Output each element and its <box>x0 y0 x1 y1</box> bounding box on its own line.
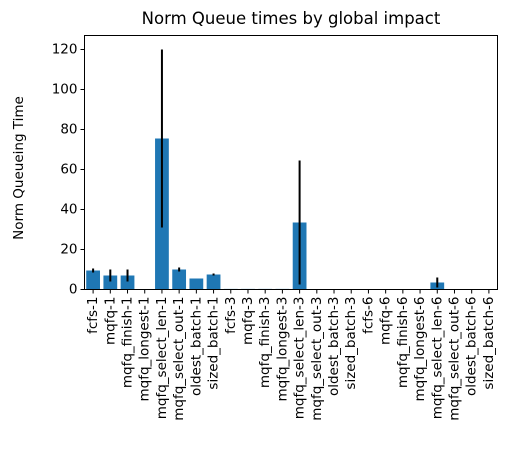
x-tick-label-mqfq_finish-6: mqfq_finish-6 <box>395 297 411 389</box>
x-tick-label-mqfq-6: mqfq-6 <box>378 297 394 346</box>
y-tick-label-80: 80 <box>60 122 77 138</box>
x-tick-label-mqfq_select_out-6: mqfq_select_out-6 <box>446 297 462 421</box>
bar-sized_batch-1 <box>206 274 221 290</box>
y-tick-label-20: 20 <box>60 242 77 258</box>
error-bar-series <box>92 49 439 288</box>
x-axis: fcfs-1 mqfq-1 mqfq_finish-1 mqfq_longest-1 m… <box>85 289 497 421</box>
bar-mqfq-1 <box>103 275 118 290</box>
y-tick-label-100: 100 <box>52 82 78 98</box>
y-axis: 0 20 40 60 80 100 120 <box>52 42 85 298</box>
x-tick-label-mqfq_select_len-6: mqfq_select_len-6 <box>429 297 445 420</box>
x-tick-label-fcfs-1: fcfs-1 <box>85 297 101 334</box>
x-tick-label-oldest_batch-6: oldest_batch-6 <box>464 297 480 397</box>
y-tick-label-60: 60 <box>60 162 77 178</box>
y-axis-label: Norm Queueing Time <box>11 96 27 240</box>
x-tick-label-sized_batch-1: sized_batch-1 <box>206 297 222 390</box>
x-tick-label-mqfq-1: mqfq-1 <box>102 297 118 346</box>
y-tick-label-120: 120 <box>52 42 78 58</box>
bar-oldest_batch-1 <box>189 278 204 290</box>
x-tick-label-fcfs-3: fcfs-3 <box>223 297 239 334</box>
y-tick-label-40: 40 <box>60 202 77 218</box>
x-tick-label-mqfq_select_len-3: mqfq_select_len-3 <box>292 297 308 420</box>
x-tick-label-mqfq-3: mqfq-3 <box>240 297 256 346</box>
bar-fcfs-1 <box>86 270 100 290</box>
bar-mqfq_select_out-1 <box>172 269 187 290</box>
x-tick-label-mqfq_finish-1: mqfq_finish-1 <box>120 297 136 389</box>
x-tick-label-fcfs-6: fcfs-6 <box>360 297 376 334</box>
x-tick-label-mqfq_select_out-3: mqfq_select_out-3 <box>309 297 325 421</box>
x-tick-label-mqfq_select_out-1: mqfq_select_out-1 <box>171 297 187 421</box>
x-tick-label-oldest_batch-1: oldest_batch-1 <box>188 297 204 397</box>
chart-title: Norm Queue times by global impact <box>142 9 441 28</box>
y-tick-label-0: 0 <box>69 282 78 298</box>
x-tick-label-mqfq_finish-3: mqfq_finish-3 <box>257 297 273 389</box>
bar-series <box>86 138 445 290</box>
x-tick-label-mqfq_longest-1: mqfq_longest-1 <box>137 297 153 402</box>
x-tick-label-mqfq_longest-3: mqfq_longest-3 <box>274 297 290 402</box>
bar-mqfq_finish-1 <box>120 275 135 290</box>
x-tick-label-oldest_batch-3: oldest_batch-3 <box>326 297 342 397</box>
x-tick-label-sized_batch-3: sized_batch-3 <box>343 297 359 390</box>
x-tick-label-mqfq_select_len-1: mqfq_select_len-1 <box>154 297 170 420</box>
x-tick-label-sized_batch-6: sized_batch-6 <box>481 297 497 390</box>
plot-frame <box>84 35 498 290</box>
x-tick-label-mqfq_longest-6: mqfq_longest-6 <box>412 297 428 402</box>
